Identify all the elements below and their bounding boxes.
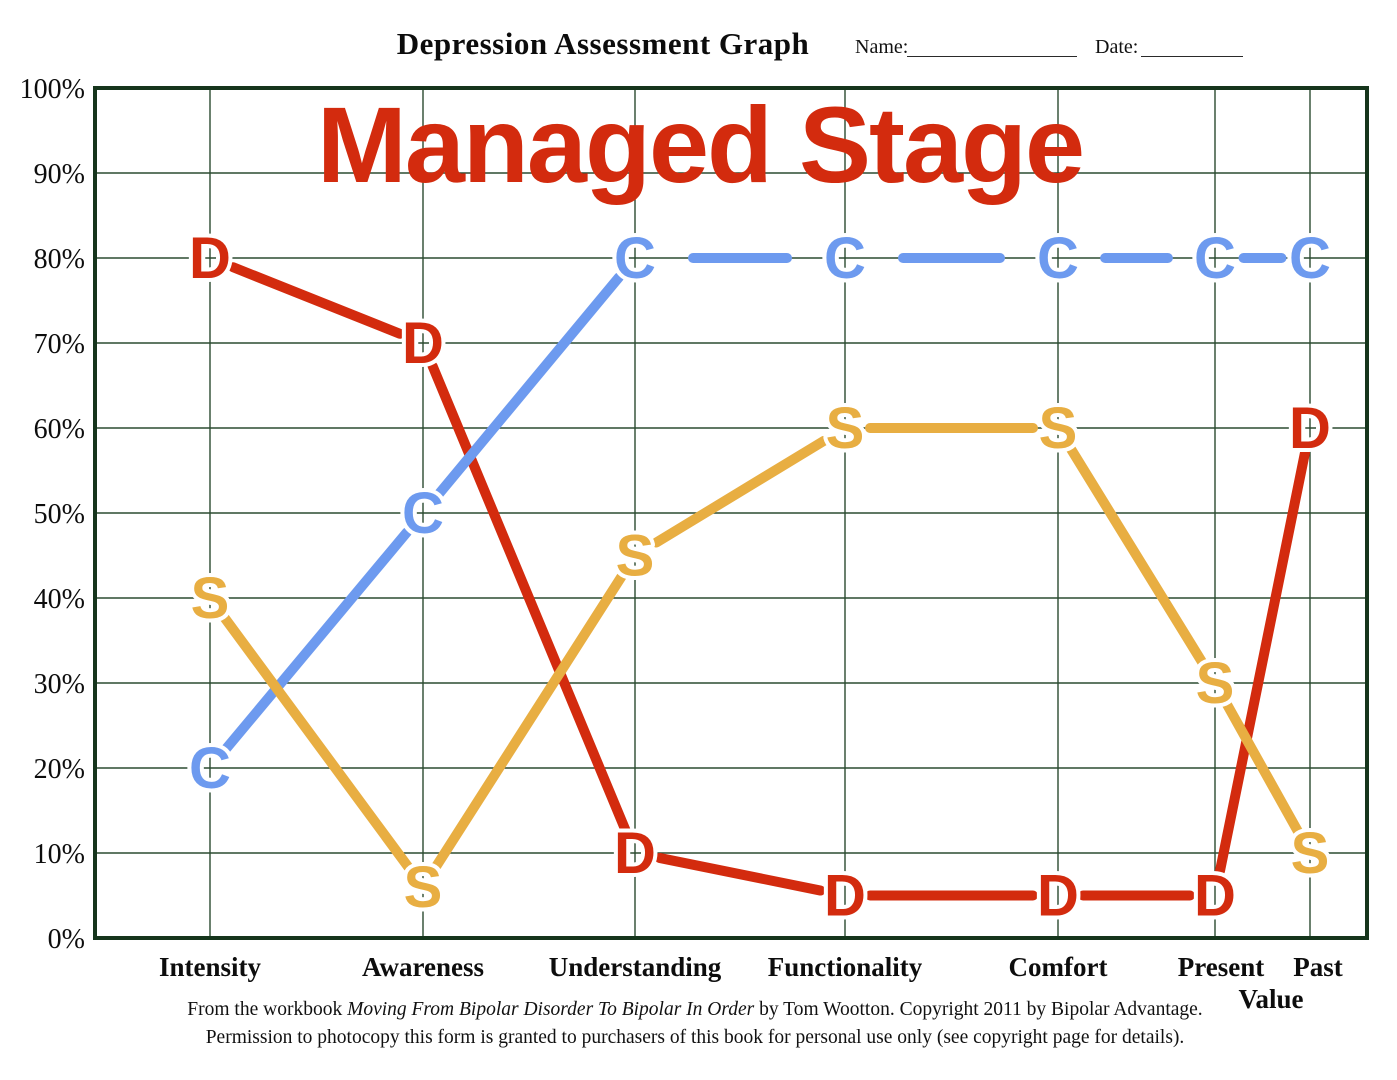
footer-line-2: Permission to photocopy this form is gra…	[205, 1027, 1185, 1048]
date-label: Date:	[1095, 36, 1139, 58]
series-D-marker: D	[189, 226, 231, 291]
series-C-marker: C	[1289, 226, 1331, 291]
x-category-label: Awareness	[362, 952, 484, 982]
series-C-marker: C	[1194, 226, 1236, 291]
series-S-marker: S	[616, 524, 655, 589]
series-D-segment	[654, 852, 826, 896]
y-tick-label: 10%	[34, 839, 85, 870]
y-tick-label: 60%	[34, 414, 85, 445]
book-title: Moving From Bipolar Disorder To Bipolar …	[347, 999, 755, 1020]
series-D-marker: D	[402, 311, 444, 376]
series-D-segment	[427, 361, 631, 835]
y-tick-label: 30%	[34, 669, 85, 700]
series-S-marker: S	[1039, 396, 1078, 461]
series-C-marker: C	[824, 226, 866, 291]
series-C-marker: C	[402, 481, 444, 546]
series-C-marker: C	[614, 226, 656, 291]
plot-border	[93, 86, 1369, 940]
date-blank-line	[1141, 55, 1243, 57]
x-category-label: Comfort	[1009, 952, 1108, 982]
series-D: D D D D D D D	[185, 222, 1335, 933]
footer-line-1: From the workbook Moving From Bipolar Di…	[187, 999, 1203, 1020]
copyright-footer: From the workbook Moving From Bipolar Di…	[60, 996, 1330, 1052]
y-tick-label: 40%	[34, 584, 85, 615]
y-tick-label: 80%	[34, 244, 85, 275]
series-C-marker: C	[1037, 226, 1079, 291]
page-title: Depression Assessment Graph	[396, 26, 810, 61]
series-S-segment	[1222, 699, 1303, 837]
series-D-marker: D	[824, 864, 866, 929]
y-tick-label: 70%	[34, 329, 85, 360]
series-C: CCC C C C C	[185, 222, 1335, 805]
series-S-marker: S	[1291, 821, 1330, 886]
x-axis-labels: Intensity Awareness Understanding Functiona…	[159, 952, 1343, 1014]
y-tick-label: 100%	[20, 74, 85, 105]
y-tick-label: 0%	[48, 924, 85, 955]
name-blank-line	[907, 55, 1077, 57]
series-S-marker: S	[404, 855, 443, 920]
series-S-marker: S	[191, 566, 230, 631]
y-tick-label: 20%	[34, 754, 85, 785]
x-category-label: Understanding	[549, 952, 722, 982]
name-label: Name:	[855, 36, 909, 58]
series-D-marker: D	[1194, 864, 1236, 929]
x-category-label: Intensity	[159, 952, 262, 982]
series-D-marker: D	[1037, 864, 1079, 929]
series-D-segment	[228, 262, 405, 339]
x-category-label: Past	[1293, 952, 1343, 982]
series-D-segment	[1214, 447, 1311, 877]
series-C-marker: C	[189, 736, 231, 801]
series-D-marker: D	[614, 821, 656, 886]
series-S-segment	[219, 613, 414, 872]
series-S: S S S S S S S	[187, 392, 1334, 924]
series-C-segment	[433, 272, 625, 499]
x-category-label: Present	[1178, 952, 1264, 982]
y-tick-label: 90%	[34, 159, 85, 190]
series-C-segment	[221, 527, 412, 754]
series-S-segment	[1066, 444, 1207, 667]
series-S-segment	[651, 435, 829, 548]
x-category-label: Functionality	[768, 952, 923, 982]
series-S-marker: S	[826, 396, 865, 461]
series-D-marker: D	[1289, 396, 1331, 461]
y-axis-labels: 100% 90% 80% 70% 60% 50% 40% 30% 20% 10% 0%	[20, 74, 85, 955]
stage-overlay-label: Managed Stage	[317, 84, 1083, 205]
y-tick-label: 50%	[34, 499, 85, 530]
gridlines	[95, 88, 1367, 938]
series-S-segment	[431, 571, 627, 871]
x-category-label-line2: Value	[1238, 984, 1303, 1014]
series-S-marker: S	[1196, 651, 1235, 716]
